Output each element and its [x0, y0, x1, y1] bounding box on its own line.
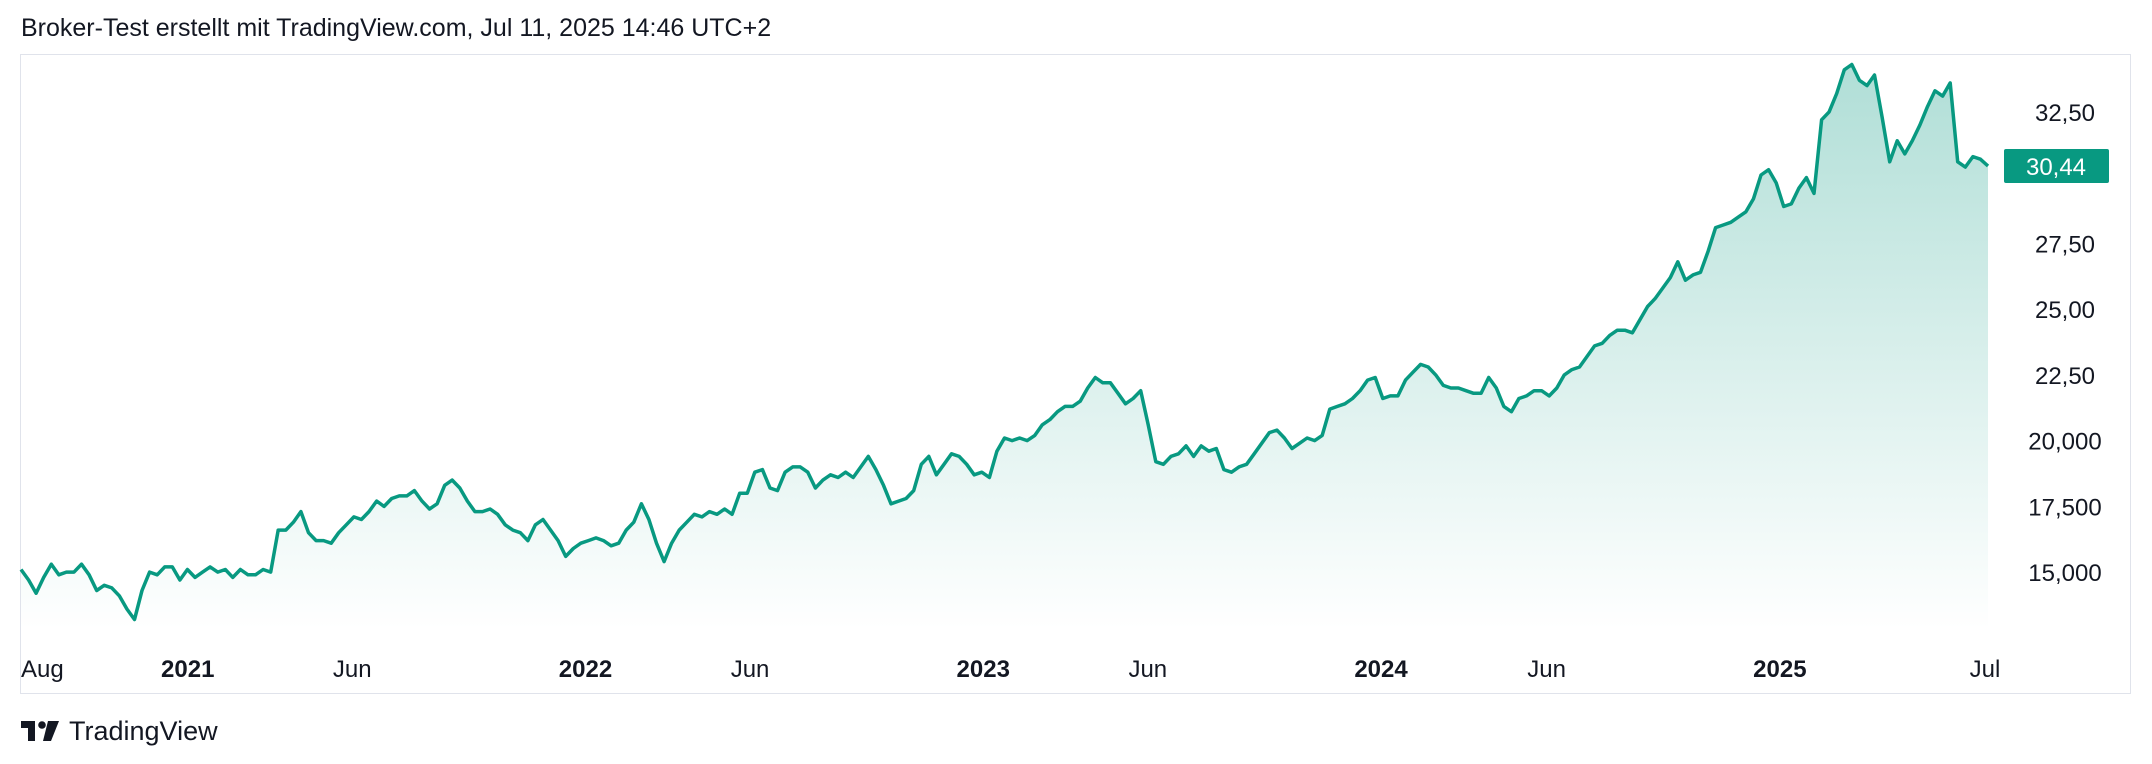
x-tick-label: 2021: [161, 656, 214, 683]
y-tick-label: 27,50: [2035, 231, 2095, 258]
x-tick-label: 2025: [1753, 656, 1806, 683]
y-tick-label: 22,50: [2035, 363, 2095, 390]
x-tick-label: Jun: [731, 656, 770, 683]
y-tick-label: 32,50: [2035, 100, 2095, 127]
y-tick-label: 25,00: [2035, 297, 2095, 324]
last-price-tag: 30,44: [2004, 149, 2109, 184]
area-layer: [21, 64, 1988, 630]
x-tick-label: 2022: [559, 656, 612, 683]
line-layer: [19, 62, 1990, 622]
last-price-tag-bg: [2004, 149, 2109, 184]
x-tick-label: Aug: [21, 656, 64, 683]
chart-caption: Broker-Test erstellt mit TradingView.com…: [21, 14, 772, 42]
price-area-fill: [21, 64, 1988, 630]
tradingview-logo-icon[interactable]: [21, 721, 59, 741]
footer: TradingView: [21, 714, 218, 748]
y-axis: 15,000 17,500 20,000 22,50 25,00 27,50 32,50: [2028, 100, 2101, 587]
chart-frame: [20, 54, 2131, 694]
x-tick-label: Jul: [1970, 656, 2001, 683]
x-tick-label: 2023: [957, 656, 1010, 683]
y-tick-label: 15,000: [2028, 560, 2101, 587]
price-line: [19, 62, 1990, 622]
y-tick-label: 17,500: [2028, 494, 2101, 521]
y-tick-label: 20,000: [2028, 429, 2101, 456]
x-tick-label: Jun: [1128, 656, 1167, 683]
x-axis: Aug 2021 Jun 2022 Jun 2023 Jun 2024 Jun 2025 Jul: [21, 656, 2000, 683]
last-price-tag-label: 30,44: [2026, 154, 2086, 181]
footer-brand[interactable]: TradingView: [69, 715, 218, 746]
x-tick-label: Jun: [333, 656, 372, 683]
x-tick-label: 2024: [1354, 656, 1408, 683]
x-tick-label: Jun: [1527, 656, 1566, 683]
